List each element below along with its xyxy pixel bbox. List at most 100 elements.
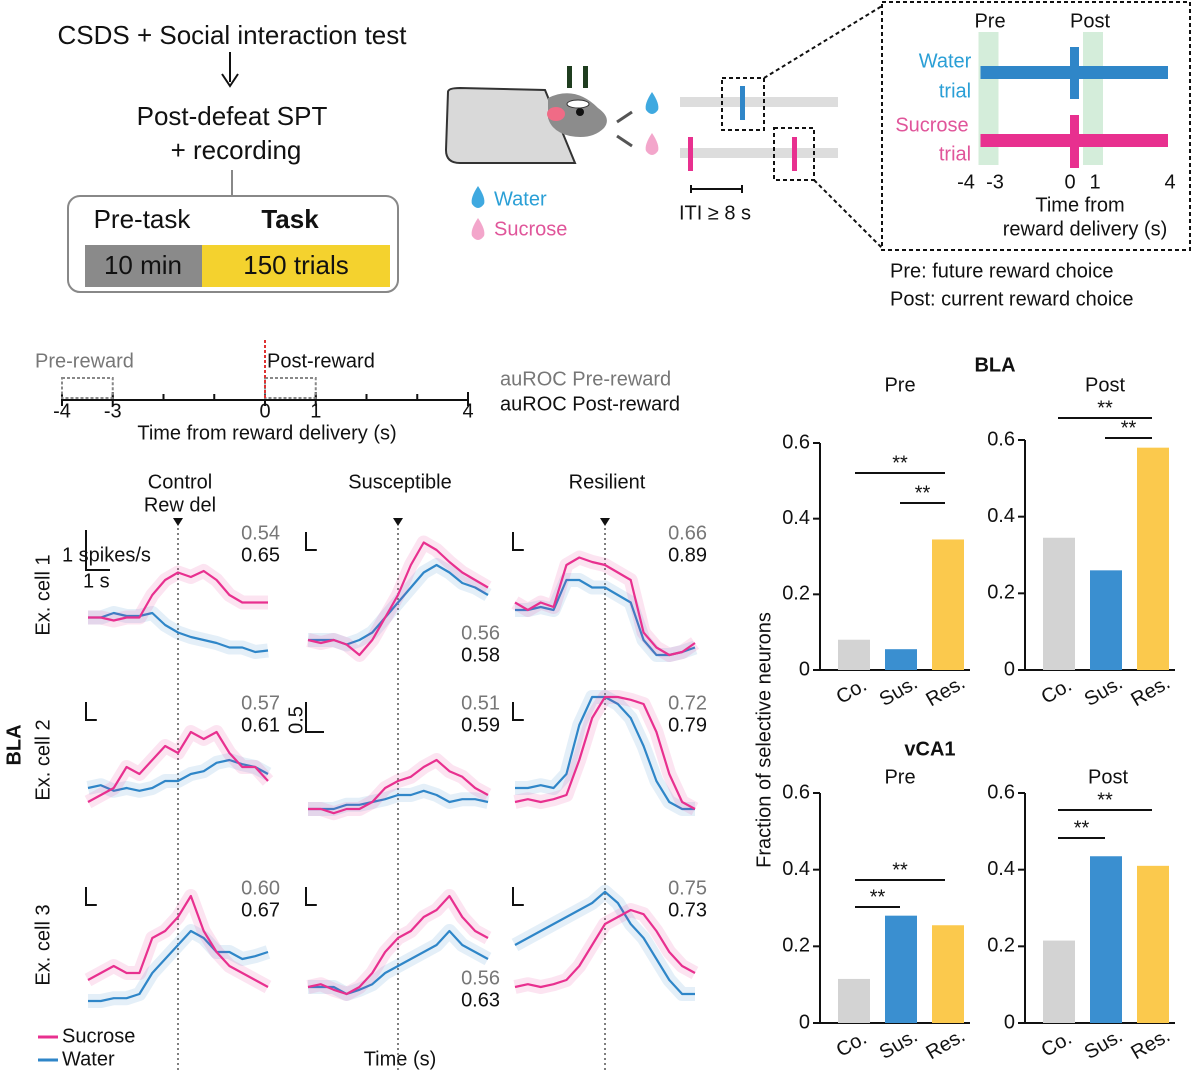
region-label: BLA xyxy=(3,724,25,765)
trial-label: trial xyxy=(939,143,971,165)
legend-label: Water xyxy=(62,1048,115,1070)
x-tick-label: Co. xyxy=(1038,674,1076,709)
x-tick-label: Res. xyxy=(1127,672,1174,712)
timeline-xlabel: Time from reward delivery (s) xyxy=(137,422,396,444)
post-window xyxy=(1083,32,1103,165)
inset-tick-label: -3 xyxy=(986,171,1004,193)
electrode xyxy=(567,66,572,88)
tick-label: 4 xyxy=(462,400,473,422)
inset-tick-label: 1 xyxy=(1089,171,1100,193)
trace xyxy=(308,789,489,811)
spout xyxy=(616,110,633,124)
scale-x-label: 1 s xyxy=(83,570,110,592)
tube xyxy=(444,86,577,164)
scale-bar xyxy=(305,702,324,733)
x-tick-label: Sus. xyxy=(1081,1025,1127,1064)
bar xyxy=(1090,856,1122,1023)
scale-alt-label: 0.5 xyxy=(285,706,307,734)
sucrose-event xyxy=(1070,115,1079,168)
bar xyxy=(838,639,870,670)
iti-bar xyxy=(690,185,743,193)
auroc-post: 0.73 xyxy=(668,899,707,921)
post-label: Post xyxy=(1070,10,1110,32)
bar xyxy=(1043,537,1075,670)
event-marker xyxy=(393,518,403,526)
inset-tick-label: 4 xyxy=(1164,171,1175,193)
trace xyxy=(87,730,269,803)
scale-bar xyxy=(512,532,524,551)
row-label: Ex. cell 1 xyxy=(32,554,54,635)
significance-label: ** xyxy=(1097,397,1113,419)
bar xyxy=(932,539,964,670)
mouse-eye xyxy=(576,108,584,116)
scale-bar xyxy=(305,887,317,906)
traces-xlabel: Time (s) xyxy=(364,1048,437,1070)
trial-label: Sucrose xyxy=(895,114,968,136)
sucrose-legend: Sucrose xyxy=(494,218,567,240)
y-tick-label: 0.4 xyxy=(782,507,810,529)
implant xyxy=(566,99,590,109)
x-tick-label: Sus. xyxy=(1081,672,1127,711)
chart-title: Post xyxy=(1085,374,1125,396)
y-tick-label: 0.2 xyxy=(987,582,1015,604)
column-title: Susceptible xyxy=(348,471,451,493)
row-label: Ex. cell 3 xyxy=(32,904,54,985)
event-marker xyxy=(173,518,183,526)
y-tick-label: 0.2 xyxy=(987,935,1015,957)
trace xyxy=(88,569,268,622)
bar xyxy=(885,915,917,1023)
pre-task-block xyxy=(85,245,202,287)
inset-tick-label: 0 xyxy=(1064,171,1075,193)
pre-task-label: Pre-task xyxy=(94,204,192,234)
post-reward-label: Post-reward xyxy=(267,350,375,372)
trace xyxy=(308,758,489,815)
auroc-pre: 0.60 xyxy=(241,877,280,899)
sucrose-event xyxy=(792,137,797,171)
auroc-pre: 0.56 xyxy=(461,622,500,644)
water-drop xyxy=(645,92,659,114)
x-tick-label: Co. xyxy=(833,1027,871,1062)
auroc-pre: 0.72 xyxy=(668,692,707,714)
zoom-box xyxy=(773,127,815,181)
significance-label: ** xyxy=(1121,417,1137,439)
spout xyxy=(616,134,633,148)
auroc-pre: 0.51 xyxy=(461,692,500,714)
sem-band xyxy=(511,550,700,662)
bar-ylabel: Fraction of selective neurons xyxy=(753,612,775,868)
tick-label: 1 xyxy=(310,400,321,422)
auroc-post: 0.65 xyxy=(241,544,280,566)
inset-xlabel: reward delivery (s) xyxy=(1003,218,1167,240)
y-tick-label: 0.2 xyxy=(782,935,810,957)
water-drop xyxy=(471,186,485,208)
y-tick-label: 0 xyxy=(1004,658,1015,680)
column-title: Resilient xyxy=(569,471,646,493)
zoom-line xyxy=(813,179,883,249)
region-title: BLA xyxy=(974,354,1015,376)
significance-label: ** xyxy=(892,452,908,474)
zoom-line xyxy=(763,5,883,79)
trace xyxy=(514,556,696,657)
bar xyxy=(1043,940,1075,1023)
tick-label: -3 xyxy=(104,400,122,422)
y-tick-label: 0 xyxy=(1004,1011,1015,1033)
note: Pre: future reward choice xyxy=(890,260,1113,282)
trial-label: Water xyxy=(919,50,972,72)
auroc-post: 0.61 xyxy=(241,714,280,736)
x-tick-label: Co. xyxy=(833,674,871,709)
scale-bar xyxy=(85,887,97,906)
auroc-pre: 0.75 xyxy=(668,877,707,899)
mouse-ear xyxy=(547,107,565,121)
scale-bar xyxy=(512,887,524,906)
x-tick-label: Res. xyxy=(922,672,969,712)
y-tick-label: 0.6 xyxy=(782,431,810,453)
protocol-step: CSDS + Social interaction test xyxy=(58,20,408,50)
auroc-post: 0.67 xyxy=(241,899,280,921)
trace xyxy=(88,929,269,1003)
auroc-pre: 0.57 xyxy=(241,692,280,714)
significance-label: ** xyxy=(915,482,931,504)
task-block xyxy=(202,245,390,287)
trace xyxy=(514,695,696,810)
mouse-head xyxy=(548,93,607,137)
trial-line xyxy=(680,148,838,158)
auroc-post: 0.63 xyxy=(461,989,500,1011)
